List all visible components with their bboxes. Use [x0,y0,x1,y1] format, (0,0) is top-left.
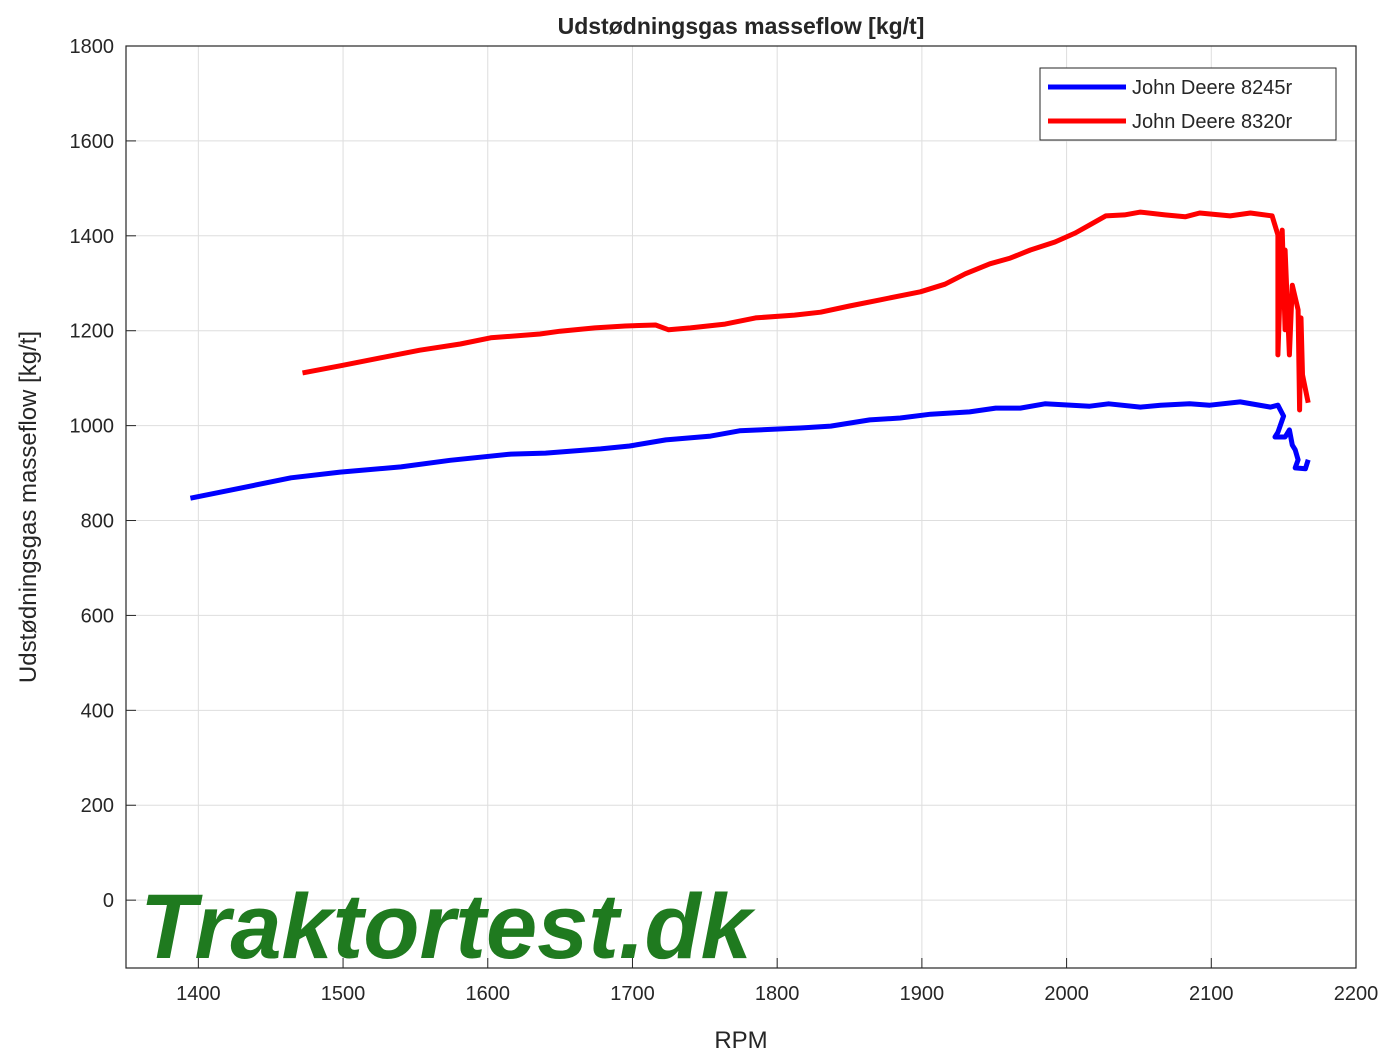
y-tick-label: 0 [103,890,114,912]
x-tick-label: 1400 [176,983,221,1005]
y-axis-label: Udstødningsgas masseflow [kg/t] [15,331,42,683]
y-tick-label: 600 [81,605,114,627]
x-tick-label: 1500 [321,983,366,1005]
x-axis-label: RPM [714,1027,767,1054]
x-tick-label: 1700 [610,983,655,1005]
y-tick-label: 1000 [70,416,115,438]
line-series [189,399,1311,501]
x-tick-label: 1600 [466,983,511,1005]
x-tick-label: 2200 [1334,983,1379,1005]
line-series [302,209,1311,413]
x-tick-label: 2100 [1189,983,1234,1005]
chart-title: Udstødningsgas masseflow [kg/t] [558,13,925,39]
plot-area [126,46,1356,968]
legend-label: John Deere 8245r [1132,77,1292,99]
y-tick-label: 800 [81,511,114,533]
plot-border [125,45,1357,969]
x-tick-label: 2000 [1044,983,1089,1005]
x-tick-label: 1900 [900,983,945,1005]
y-tick-label: 1800 [70,36,115,58]
legend-label: John Deere 8320r [1132,111,1292,133]
y-tick-label: 400 [81,700,114,722]
y-tick-label: 1400 [70,226,115,248]
x-tick-label: 1800 [755,983,800,1005]
y-tick-label: 200 [81,795,114,817]
watermark: Traktortest.dk [140,876,756,978]
y-tick-label: 1200 [70,321,115,343]
legend-box [1039,67,1337,141]
y-tick-label: 1600 [70,131,115,153]
